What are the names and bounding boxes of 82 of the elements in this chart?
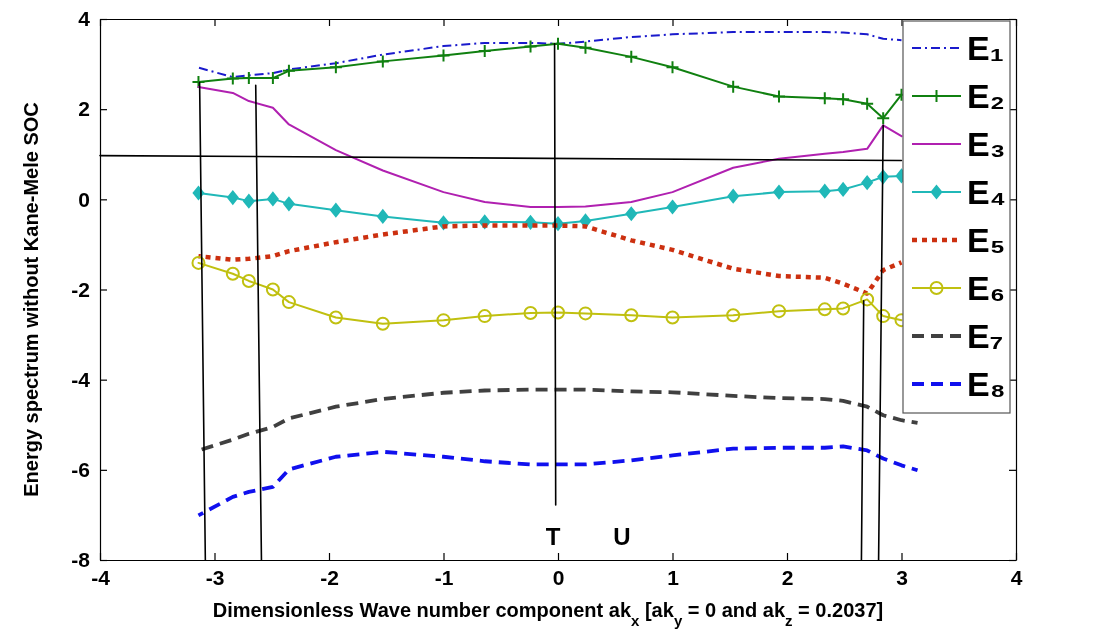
point xyxy=(227,190,239,205)
point xyxy=(876,309,891,324)
point xyxy=(817,91,832,106)
point xyxy=(328,310,343,325)
point xyxy=(625,206,638,221)
point xyxy=(375,316,390,331)
line-series xyxy=(197,86,903,208)
x-tick-label: 4 xyxy=(1010,565,1023,589)
y-axis-title: Energy spectrum without Kane-Mele SOC xyxy=(20,102,42,497)
x-tick-label: -3 xyxy=(205,565,225,589)
point xyxy=(191,255,206,270)
legend-label: E₁ xyxy=(967,29,1004,67)
point xyxy=(375,54,390,69)
point xyxy=(477,309,492,324)
point xyxy=(876,111,891,126)
point xyxy=(191,75,206,90)
point xyxy=(328,60,343,75)
legend-label: E₃ xyxy=(967,125,1006,163)
point xyxy=(726,308,741,323)
point xyxy=(241,273,256,288)
x-tick-label: 0 xyxy=(552,565,565,589)
point xyxy=(624,308,639,323)
y-tick-label: 2 xyxy=(78,97,90,121)
point xyxy=(524,215,537,230)
point xyxy=(624,49,639,64)
y-tick-label: 0 xyxy=(78,187,90,211)
legend-label: E₆ xyxy=(967,269,1006,307)
line-series xyxy=(197,31,903,79)
point xyxy=(477,44,492,59)
point xyxy=(861,175,873,190)
point xyxy=(836,301,851,316)
point xyxy=(665,60,680,75)
y-tick-label: -2 xyxy=(71,277,90,301)
point xyxy=(860,292,875,307)
point xyxy=(817,302,832,317)
point xyxy=(578,40,593,55)
x-tick-label: 1 xyxy=(667,565,680,589)
y-tick-label: -6 xyxy=(71,458,90,482)
point xyxy=(860,96,875,111)
point xyxy=(666,200,679,214)
point xyxy=(283,196,295,211)
point xyxy=(771,304,786,319)
point xyxy=(330,203,342,218)
y-tick-label: -8 xyxy=(71,548,91,572)
point xyxy=(771,89,786,104)
y-tick-label: -4 xyxy=(71,367,91,391)
point xyxy=(225,71,240,86)
point xyxy=(665,310,680,325)
x-tick-label: 2 xyxy=(781,565,794,589)
point xyxy=(281,295,296,310)
x-tick-label: -1 xyxy=(434,565,454,589)
annotation: T xyxy=(545,523,561,550)
annotation: U xyxy=(613,523,631,550)
point xyxy=(436,313,451,328)
point xyxy=(225,266,240,281)
point xyxy=(818,184,831,199)
point xyxy=(836,92,851,107)
line-series xyxy=(196,444,920,518)
x-tick-label: -2 xyxy=(320,565,339,589)
point xyxy=(281,63,296,78)
legend-label: E₈ xyxy=(967,365,1006,403)
point xyxy=(267,191,279,206)
point xyxy=(523,305,538,320)
point xyxy=(377,209,389,224)
legend-label: E₂ xyxy=(967,77,1005,115)
legend-label: E₅ xyxy=(967,221,1006,259)
point xyxy=(265,282,280,297)
point xyxy=(551,36,565,51)
x-tick-label: 3 xyxy=(896,565,908,589)
point xyxy=(578,306,593,321)
y-tick-label: 4 xyxy=(78,7,91,31)
point xyxy=(243,194,255,209)
point xyxy=(726,79,741,94)
point xyxy=(436,48,451,63)
point xyxy=(773,185,785,200)
point xyxy=(551,305,565,320)
legend-label: E₇ xyxy=(967,317,1004,355)
x-axis-title: Dimensionless Wave number component ak$_{x}$ [ak$_{y}$ = 0 and ak$_{z}$ = 0.2037] xyxy=(212,599,884,629)
point xyxy=(727,189,739,204)
legend-label: E₄ xyxy=(967,173,1006,211)
point xyxy=(523,39,538,54)
point xyxy=(837,182,849,197)
